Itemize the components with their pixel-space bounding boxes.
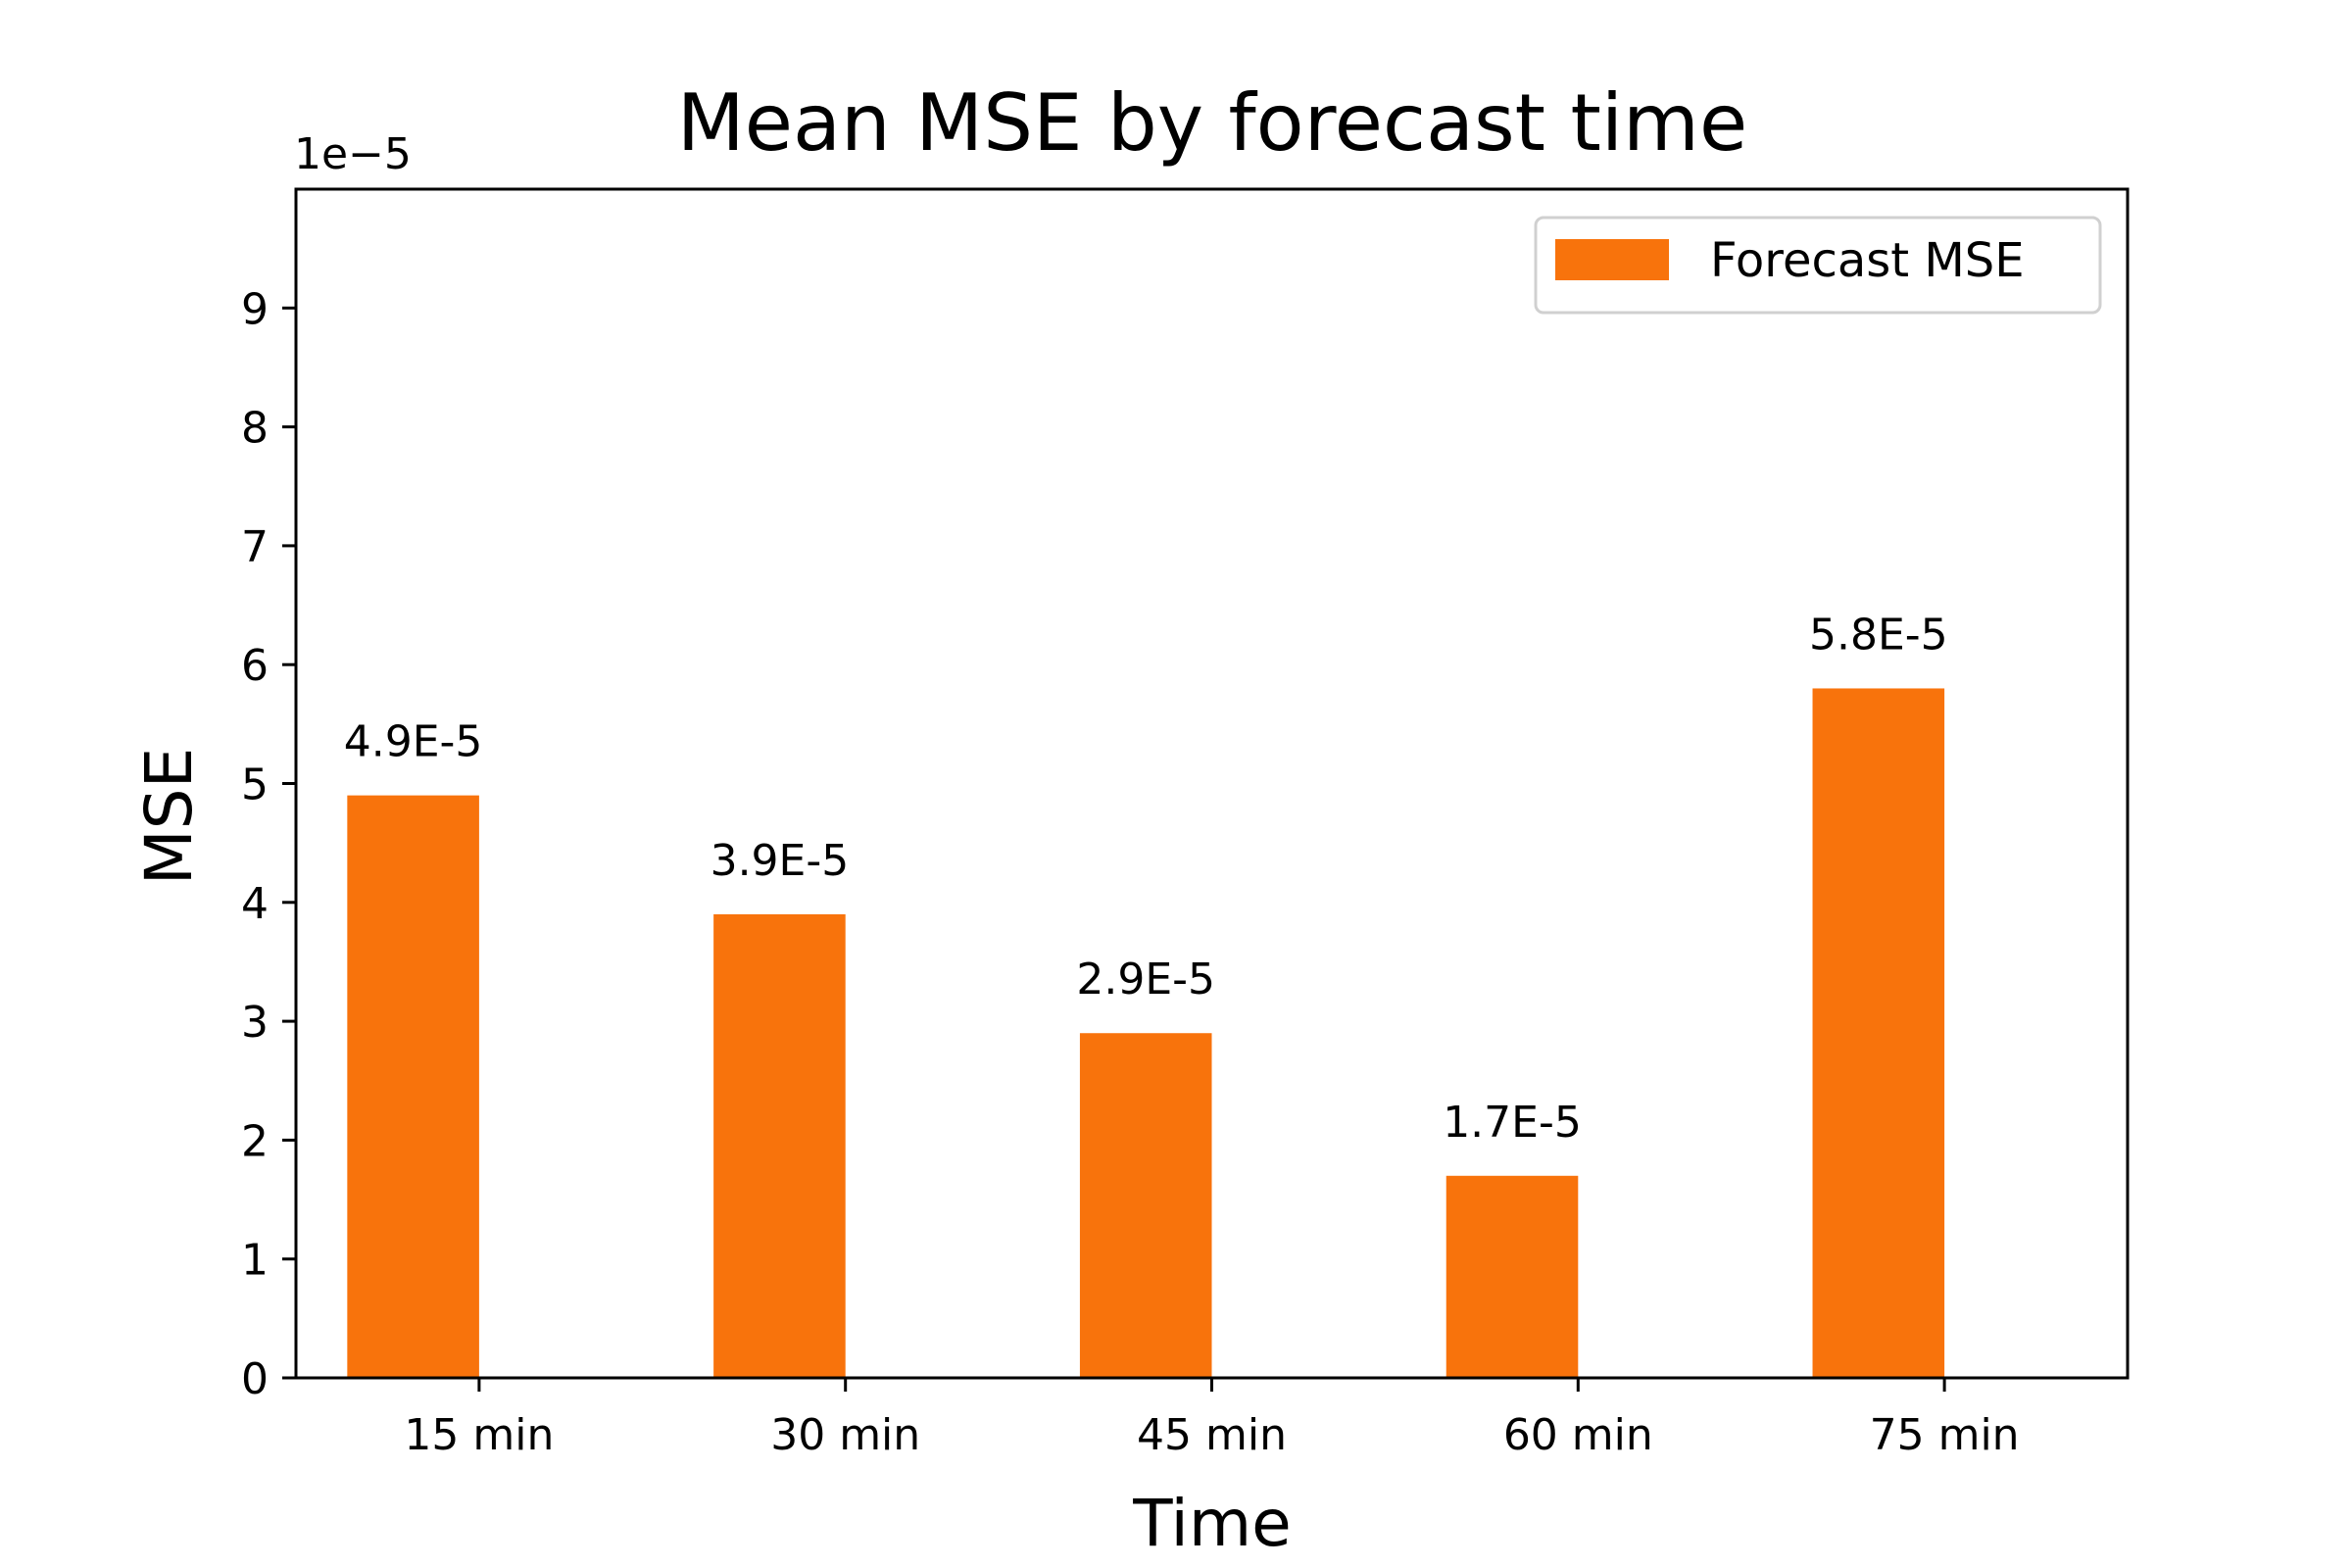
legend-swatch	[1555, 239, 1669, 280]
bars-layer	[347, 688, 1945, 1378]
data-label: 3.9E-5	[710, 836, 850, 886]
x-tick-label: 75 min	[1870, 1410, 2020, 1460]
y-tick-label: 5	[241, 760, 269, 810]
x-axis-label: Time	[1132, 1486, 1292, 1561]
y-tick-label: 3	[241, 998, 269, 1048]
bar	[347, 795, 479, 1378]
bar	[1446, 1175, 1579, 1378]
data-labels: 4.9E-5 3.9E-5 2.9E-5 1.7E-5 5.8E-5	[344, 610, 1948, 1147]
x-tick-label: 45 min	[1137, 1410, 1287, 1460]
y-tick-label: 2	[241, 1116, 269, 1166]
data-label: 1.7E-5	[1443, 1098, 1582, 1148]
y-tick-label: 4	[241, 879, 269, 929]
y-tick-label: 1	[241, 1236, 269, 1286]
data-label: 5.8E-5	[1809, 610, 1948, 660]
bar	[713, 913, 846, 1378]
data-label: 4.9E-5	[344, 717, 483, 767]
x-axis-ticks: 15 min 30 min 45 min 60 min 75 min	[404, 1378, 2020, 1460]
legend-label: Forecast MSE	[1710, 233, 2025, 288]
y-tick-label: 8	[241, 404, 269, 454]
x-tick-label: 15 min	[404, 1410, 554, 1460]
y-tick-label: 7	[241, 522, 269, 572]
y-axis-ticks: 0 1 2 3 4 5 6 7 8 9	[241, 284, 296, 1404]
y-tick-label: 0	[241, 1354, 269, 1404]
y-tick-label: 9	[241, 284, 269, 334]
y-axis-scale-label: 1e−5	[294, 129, 412, 179]
y-tick-label: 6	[241, 641, 269, 691]
x-tick-label: 30 min	[770, 1410, 920, 1460]
y-axis-label: MSE	[131, 748, 207, 886]
legend: Forecast MSE	[1534, 216, 2102, 315]
bar	[1812, 688, 1945, 1378]
legend-box	[1534, 216, 2102, 315]
bar	[1079, 1033, 1212, 1378]
x-tick-label: 60 min	[1503, 1410, 1653, 1460]
plot-frame	[294, 187, 2130, 1380]
chart-title: Mean MSE by forecast time	[677, 77, 1747, 169]
data-label: 2.9E-5	[1076, 955, 1215, 1004]
